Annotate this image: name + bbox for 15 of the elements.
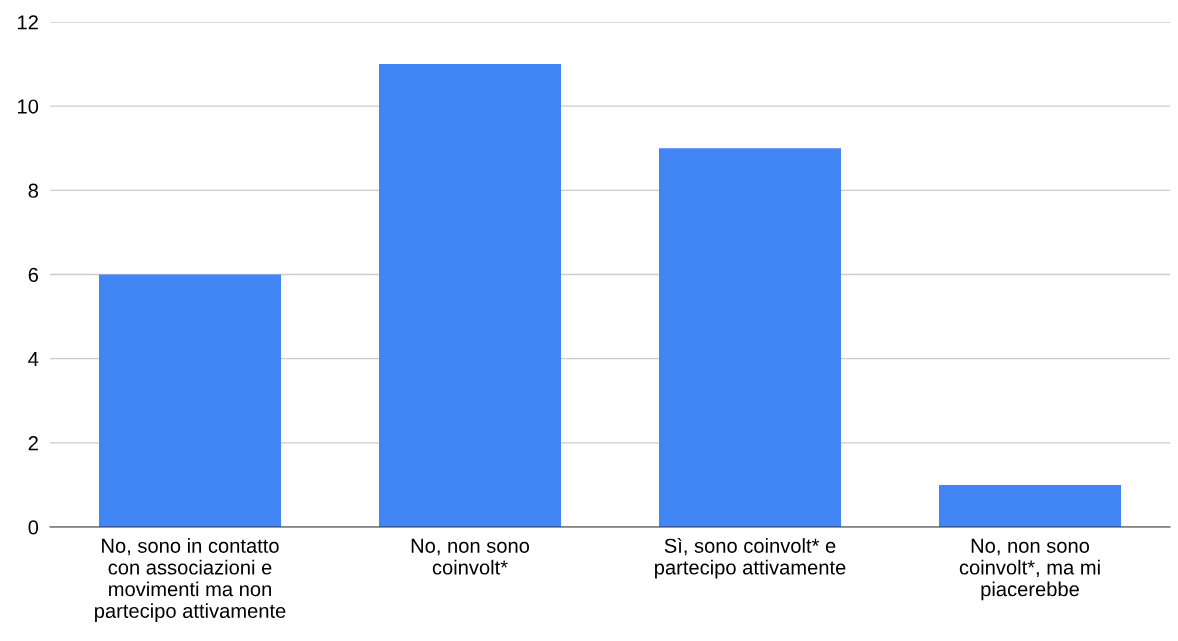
y-tick-label: 8 bbox=[28, 183, 39, 198]
x-tick-label: No, non sono coinvolt* bbox=[411, 538, 530, 575]
bar bbox=[379, 64, 561, 527]
bar bbox=[659, 148, 841, 527]
y-tick-label: 2 bbox=[28, 436, 38, 451]
y-tick-label: 6 bbox=[28, 267, 38, 282]
x-tick-label: Sì, sono coinvolt* e partecipo attivamente bbox=[655, 537, 846, 579]
y-tick-label: 12 bbox=[18, 15, 38, 30]
bar bbox=[939, 484, 1121, 527]
y-tick-label: 4 bbox=[28, 352, 39, 366]
x-tick-label: No, non sono coinvolt*, ma mi piacerebbe bbox=[959, 538, 1100, 601]
bar bbox=[99, 274, 281, 527]
y-tick-label: 0 bbox=[28, 520, 39, 535]
y-tick-label: 10 bbox=[18, 99, 39, 114]
x-tick-label: No, sono in contatto con associazioni e movimenti ma non partecipo attivamente bbox=[95, 538, 286, 622]
